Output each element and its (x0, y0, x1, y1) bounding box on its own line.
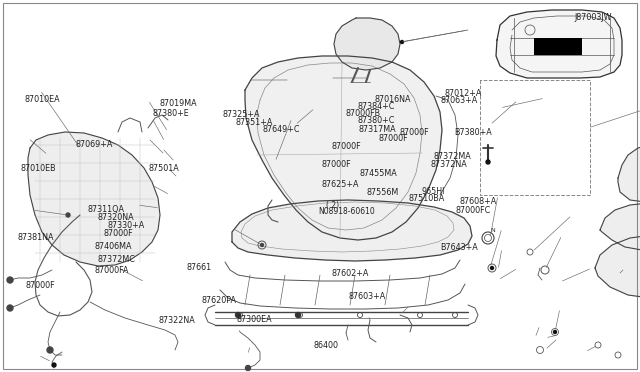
Text: N: N (490, 228, 495, 232)
Text: 87556M: 87556M (366, 188, 398, 197)
Text: 87311QA: 87311QA (88, 205, 125, 214)
Text: 87000F: 87000F (400, 128, 429, 137)
Text: 87000FA: 87000FA (95, 266, 129, 275)
Circle shape (486, 160, 490, 164)
Circle shape (554, 330, 557, 334)
Text: 87012+A: 87012+A (445, 89, 482, 98)
Text: 965HI: 965HI (421, 187, 445, 196)
Text: 87380+C: 87380+C (357, 116, 394, 125)
Text: 87384+C: 87384+C (357, 102, 394, 111)
Text: 87330+A: 87330+A (108, 221, 145, 230)
Circle shape (236, 312, 241, 317)
Bar (534, 38, 582, 55)
Text: J87003JW: J87003JW (575, 13, 612, 22)
Text: 87372NA: 87372NA (430, 160, 467, 169)
Text: 87372MC: 87372MC (97, 255, 135, 264)
Text: 87300EA: 87300EA (237, 315, 273, 324)
Text: 87010EA: 87010EA (24, 95, 60, 104)
Text: 87019MA: 87019MA (160, 99, 198, 108)
Text: 87380+E: 87380+E (152, 109, 189, 118)
Polygon shape (334, 18, 400, 70)
Text: 87510BA: 87510BA (408, 194, 445, 203)
Polygon shape (245, 56, 442, 240)
Text: 87608+A: 87608+A (460, 198, 497, 206)
Polygon shape (496, 10, 622, 78)
Text: 87372MA: 87372MA (434, 153, 472, 161)
Text: 87000F: 87000F (104, 229, 133, 238)
Polygon shape (600, 203, 640, 250)
Text: 87625+A: 87625+A (321, 180, 359, 189)
Text: 86400: 86400 (314, 341, 339, 350)
Text: 87603+A: 87603+A (349, 292, 386, 301)
Text: 87322NA: 87322NA (159, 316, 195, 325)
Text: 87063+A: 87063+A (440, 96, 477, 105)
Text: 87649+C: 87649+C (262, 125, 300, 134)
Polygon shape (232, 200, 472, 261)
Text: 87325+A: 87325+A (223, 110, 260, 119)
Text: 87501A: 87501A (148, 164, 179, 173)
Text: B7380+A: B7380+A (454, 128, 492, 137)
Text: 87320NA: 87320NA (97, 213, 134, 222)
Circle shape (47, 347, 53, 353)
Circle shape (260, 244, 264, 247)
Circle shape (296, 312, 301, 317)
Text: 87381NA: 87381NA (18, 233, 54, 242)
Circle shape (7, 305, 13, 311)
Text: 87069+A: 87069+A (76, 140, 113, 149)
Polygon shape (28, 132, 160, 266)
Text: 87602+A: 87602+A (332, 269, 369, 278)
Text: ( 2): ( 2) (326, 201, 340, 210)
Text: 87406MA: 87406MA (95, 242, 132, 251)
Text: 87010EB: 87010EB (20, 164, 56, 173)
Text: 87317MA: 87317MA (358, 125, 396, 134)
Circle shape (66, 213, 70, 217)
Text: 87620PA: 87620PA (202, 296, 237, 305)
Circle shape (52, 363, 56, 367)
Text: 87000F: 87000F (321, 160, 351, 169)
Polygon shape (595, 235, 640, 298)
Text: 87000FB: 87000FB (346, 109, 381, 118)
Text: B7643+A: B7643+A (440, 243, 478, 252)
Circle shape (246, 366, 250, 371)
Text: 87000F: 87000F (379, 134, 408, 143)
Text: 87016NA: 87016NA (374, 95, 411, 104)
Circle shape (401, 41, 403, 44)
Text: N08918-60610: N08918-60610 (319, 207, 376, 216)
Polygon shape (618, 145, 640, 202)
Text: 87000F: 87000F (26, 281, 55, 290)
Circle shape (490, 266, 493, 269)
Text: 87455MA: 87455MA (360, 169, 397, 178)
Text: 87351+A: 87351+A (236, 118, 273, 127)
Text: 87000F: 87000F (332, 142, 361, 151)
Text: 87661: 87661 (187, 263, 212, 272)
Text: 87000FC: 87000FC (456, 206, 491, 215)
Circle shape (7, 277, 13, 283)
